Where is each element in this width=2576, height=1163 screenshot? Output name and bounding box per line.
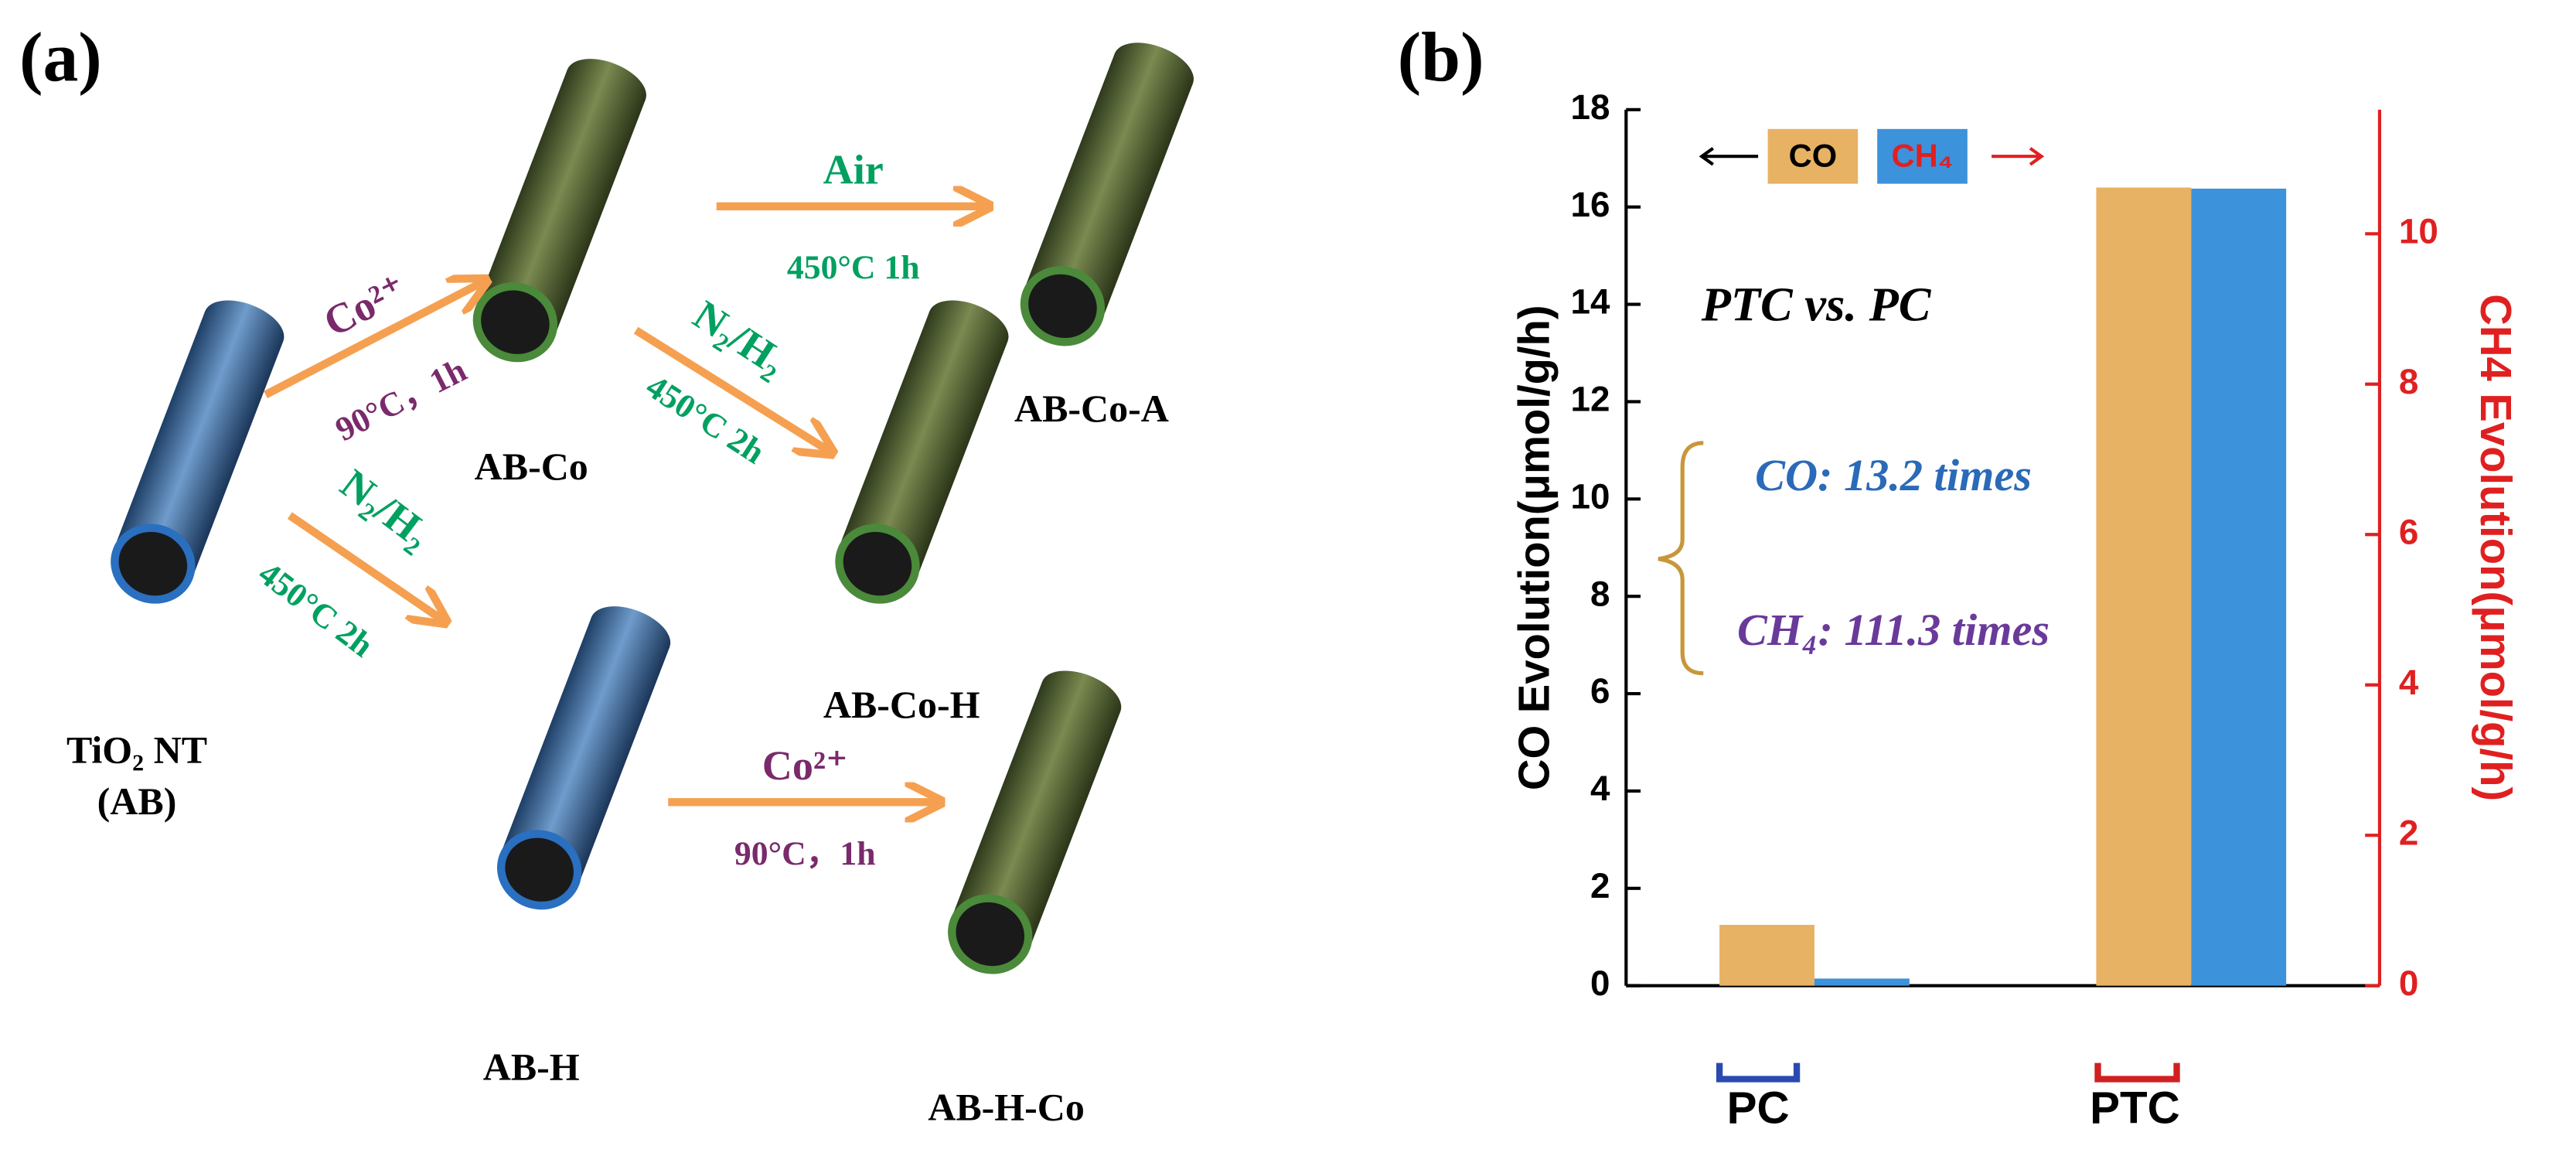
- tube: [948, 670, 1122, 974]
- y-tick-label: 8: [1590, 574, 1610, 613]
- legend-swatch: [1877, 128, 1968, 184]
- tube: [496, 606, 671, 910]
- node-sublabel: (AB): [97, 779, 177, 823]
- y-tick-label: 4: [1590, 769, 1610, 808]
- y2-tick-label: 6: [2399, 512, 2418, 551]
- edge-label: Co²⁺: [762, 742, 848, 789]
- y-tick-label: 2: [1590, 866, 1610, 906]
- y2-tick-label: 10: [2399, 211, 2438, 251]
- node-label: TiO₂ NT: [66, 728, 207, 771]
- tube: [1020, 43, 1194, 346]
- edge-label: Co²⁺: [316, 265, 414, 346]
- tube-top: [566, 59, 646, 111]
- y-tick-label: 16: [1571, 185, 1610, 224]
- panel-label: (a): [19, 18, 102, 97]
- category-bracket: [1716, 1062, 1801, 1083]
- tube: [472, 59, 646, 363]
- tube-body: [838, 311, 1008, 579]
- edge-label: Air: [823, 147, 884, 193]
- arrow: [264, 282, 483, 399]
- tube-top: [204, 300, 285, 353]
- y-tick-label: 0: [1590, 963, 1610, 1003]
- tube-body: [951, 681, 1121, 950]
- edge-label: 450°C 2h: [639, 368, 771, 472]
- tube-top: [1113, 43, 1194, 95]
- y2-tick-label: 2: [2399, 813, 2418, 852]
- edge-label: 90°C，1h: [330, 351, 473, 448]
- edge-label: 450°C 1h: [787, 249, 920, 286]
- edge-label: 450°C 2h: [251, 555, 380, 665]
- arrow: [287, 512, 443, 620]
- y-tick-label: 10: [1571, 476, 1610, 516]
- y2-tick-label: 4: [2399, 663, 2419, 702]
- y-tick-label: 14: [1571, 282, 1610, 322]
- tube-top: [590, 606, 671, 659]
- y-axis-label: CO Evolution(μmol/g/h): [1510, 305, 1559, 790]
- y2-tick-label: 0: [2399, 963, 2418, 1003]
- legend-label: CO: [1789, 137, 1837, 173]
- edge-label: N₂/H₂: [332, 460, 440, 557]
- tube-body: [500, 617, 670, 885]
- node-label: AB-Co-H: [823, 683, 980, 726]
- annotation: CH₄: 111.3 times: [1737, 605, 2050, 655]
- annotation-brace: [1658, 441, 1704, 676]
- arrow: [633, 326, 830, 451]
- bar: [2191, 188, 2287, 986]
- edge-label: 90°C，1h: [734, 835, 876, 872]
- category-bracket: [2094, 1062, 2180, 1083]
- bar: [2096, 187, 2192, 986]
- node-label: AB-Co-A: [1014, 387, 1169, 430]
- tube-top: [1041, 670, 1122, 723]
- annotation: CO: 13.2 times: [1755, 450, 2032, 500]
- tube-opening: [496, 830, 582, 910]
- tube: [835, 300, 1009, 604]
- bar: [1814, 978, 1910, 986]
- tube-body: [475, 70, 646, 338]
- tube-opening: [835, 524, 920, 604]
- bar: [1719, 925, 1814, 986]
- node-label: AB-H-Co: [928, 1086, 1085, 1129]
- legend-label: CH₄: [1892, 137, 1954, 173]
- panel-label: (b): [1398, 18, 1484, 97]
- tube-opening: [1020, 266, 1106, 346]
- y2-tick-label: 8: [2399, 362, 2418, 401]
- node-label: AB-H: [483, 1045, 580, 1089]
- x-tick-label: PC: [1727, 1083, 1790, 1134]
- tube-opening: [111, 524, 196, 604]
- node-label: AB-Co: [475, 445, 588, 488]
- legend-arrow: [1699, 147, 1759, 166]
- y-tick-label: 18: [1571, 87, 1610, 127]
- x-tick-label: PTC: [2090, 1083, 2180, 1134]
- y-tick-label: 12: [1571, 380, 1610, 419]
- y-tick-label: 6: [1590, 671, 1610, 711]
- tube: [111, 300, 285, 604]
- tube-body: [1023, 53, 1193, 322]
- annotation: PTC vs. PC: [1701, 277, 1932, 331]
- tube-opening: [948, 894, 1033, 974]
- tube-body: [114, 311, 284, 579]
- tube-top: [929, 300, 1009, 353]
- legend-swatch: [1767, 128, 1859, 184]
- legend-arrow: [1992, 147, 2045, 166]
- y2-axis-label: CH4 Evolution(μmol/g/h): [2472, 294, 2520, 801]
